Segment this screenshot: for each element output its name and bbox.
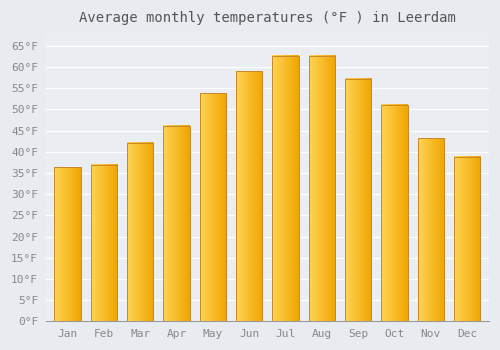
Bar (272, 56, 298, 321)
Bar (382, 105, 407, 321)
Bar (418, 138, 444, 321)
Bar (127, 143, 154, 321)
Bar (54, 168, 80, 321)
Bar (91, 164, 117, 321)
Bar (308, 56, 335, 321)
Bar (200, 93, 226, 321)
Bar (164, 126, 190, 321)
Bar (454, 157, 480, 321)
Bar (345, 79, 371, 321)
Title: Average monthly temperatures (°F ) in Leerdam: Average monthly temperatures (°F ) in Le… (79, 11, 456, 25)
Bar (236, 71, 262, 321)
